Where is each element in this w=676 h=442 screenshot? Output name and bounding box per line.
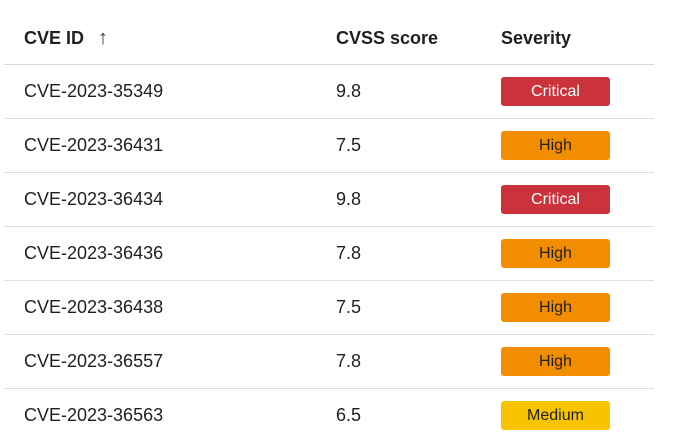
table-row: CVE-2023-36436 7.8 High [4,227,654,281]
severity-cell: Critical [481,77,654,106]
cvss-score-cell: 7.5 [336,135,362,155]
severity-cell: High [481,239,654,268]
severity-cell: High [481,293,654,322]
severity-badge: High [501,239,610,268]
severity-badge: Medium [501,401,610,430]
cvss-score-cell: 9.8 [336,189,362,209]
cvss-score-cell: 6.5 [336,405,362,425]
cve-id-cell: CVE-2023-36436 [24,243,164,263]
cve-id-cell: CVE-2023-36438 [24,297,164,317]
severity-badge: Critical [501,77,610,106]
column-header-cve-id-label: CVE ID [24,27,85,48]
cve-id-cell: CVE-2023-36563 [24,405,164,425]
cve-id-cell: CVE-2023-35349 [24,81,164,101]
cve-table: CVE ID ↑ CVSS score Severity CVE-2023-35… [4,12,654,442]
table-row: CVE-2023-36431 7.5 High [4,119,654,173]
column-header-severity[interactable]: Severity [501,27,572,48]
severity-cell: Medium [481,401,654,430]
table-row: CVE-2023-36557 7.8 High [4,335,654,389]
severity-badge: High [501,347,610,376]
severity-cell: High [481,131,654,160]
table-row: CVE-2023-36563 6.5 Medium [4,389,654,442]
table-row: CVE-2023-36434 9.8 Critical [4,173,654,227]
cvss-score-cell: 7.8 [336,243,362,263]
cve-id-cell: CVE-2023-36557 [24,351,164,371]
cvss-score-cell: 7.5 [336,297,362,317]
severity-badge: Critical [501,185,610,214]
severity-cell: Critical [481,185,654,214]
table-row: CVE-2023-36438 7.5 High [4,281,654,335]
table-row: CVE-2023-35349 9.8 Critical [4,65,654,119]
column-header-cvss-score[interactable]: CVSS score [336,27,439,48]
cve-id-cell: CVE-2023-36434 [24,189,164,209]
severity-cell: High [481,347,654,376]
severity-badge: High [501,293,610,322]
cve-id-cell: CVE-2023-36431 [24,135,164,155]
severity-badge: High [501,131,610,160]
cvss-score-cell: 7.8 [336,351,362,371]
sort-ascending-icon[interactable]: ↑ [98,27,109,49]
column-header-cve-id[interactable]: CVE ID ↑ [4,28,316,49]
cvss-score-cell: 9.8 [336,81,362,101]
table-header: CVE ID ↑ CVSS score Severity [4,12,654,65]
